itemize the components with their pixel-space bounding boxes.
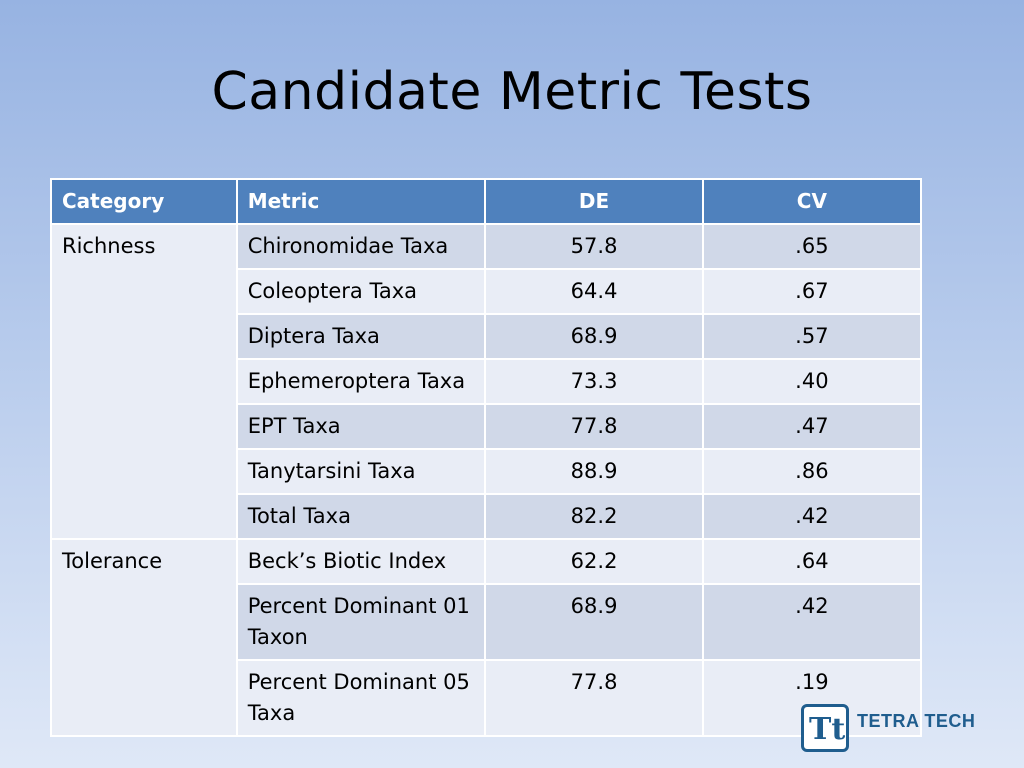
metric-cell: Chironomidae Taxa	[235, 223, 487, 270]
de-cell: 64.4	[484, 268, 704, 315]
de-cell: 57.8	[484, 223, 704, 270]
metric-cell: Total Taxa	[235, 493, 487, 540]
metric-cell: Coleoptera Taxa	[235, 268, 487, 315]
cv-cell: .57	[701, 313, 923, 360]
de-cell: 68.9	[484, 313, 704, 360]
header-de: DE	[484, 178, 704, 225]
metric-cell: EPT Taxa	[235, 403, 487, 450]
de-cell: 77.8	[484, 403, 704, 450]
cv-cell: .40	[701, 358, 923, 405]
metric-cell: Ephemeroptera Taxa	[235, 358, 487, 405]
category-cell-tolerance: Tolerance	[50, 538, 238, 737]
metrics-table: Category Metric DE CV Richness Chironomi…	[50, 178, 923, 737]
table-row: Diptera Taxa 68.9 .57	[51, 313, 923, 360]
cv-cell: .47	[701, 403, 923, 450]
table-row: Coleoptera Taxa 64.4 .67	[51, 268, 923, 315]
table-row: Richness Chironomidae Taxa 57.8 .65	[50, 223, 923, 540]
table-row: Tolerance Beck’s Biotic Index 62.2 .64	[50, 538, 923, 737]
brand-name: TETRA TECH	[857, 711, 976, 731]
de-cell: 73.3	[484, 358, 704, 405]
metric-cell: Beck’s Biotic Index	[235, 538, 487, 585]
metric-cell: Tanytarsini Taxa	[235, 448, 487, 495]
de-cell: 77.8	[484, 659, 704, 737]
metric-cell: Percent Dominant 05 Taxa	[235, 659, 487, 737]
slide-title: Candidate Metric Tests	[211, 62, 813, 122]
category-cell-richness: Richness	[50, 223, 238, 540]
cv-cell: .86	[701, 448, 923, 495]
logo-mark: Tt	[809, 712, 845, 747]
cv-cell: .42	[701, 493, 923, 540]
cv-cell: .42	[701, 583, 923, 661]
header-metric: Metric	[235, 178, 487, 225]
header-category: Category	[50, 178, 238, 225]
de-cell: 82.2	[484, 493, 704, 540]
table-row: Ephemeroptera Taxa 73.3 .40	[51, 358, 923, 405]
logo-letters: Tt	[809, 712, 845, 747]
metric-cell: Percent Dominant 01 Taxon	[235, 583, 487, 661]
table-row: Total Taxa 82.2 .42	[51, 493, 923, 540]
header-cv: CV	[701, 178, 923, 225]
metric-cell: Diptera Taxa	[235, 313, 487, 360]
cv-cell: .65	[701, 223, 923, 270]
tetra-tech-logo-icon: Tt	[801, 704, 849, 752]
table-row: EPT Taxa 77.8 .47	[51, 403, 923, 450]
cv-cell: .64	[701, 538, 923, 585]
table-header-row: Category Metric DE CV	[50, 178, 923, 225]
table-row: Tanytarsini Taxa 88.9 .86	[51, 448, 923, 495]
table-row: Percent Dominant 01 Taxon 68.9 .42	[51, 583, 923, 661]
de-cell: 62.2	[484, 538, 704, 585]
cv-cell: .67	[701, 268, 923, 315]
de-cell: 88.9	[484, 448, 704, 495]
de-cell: 68.9	[484, 583, 704, 661]
